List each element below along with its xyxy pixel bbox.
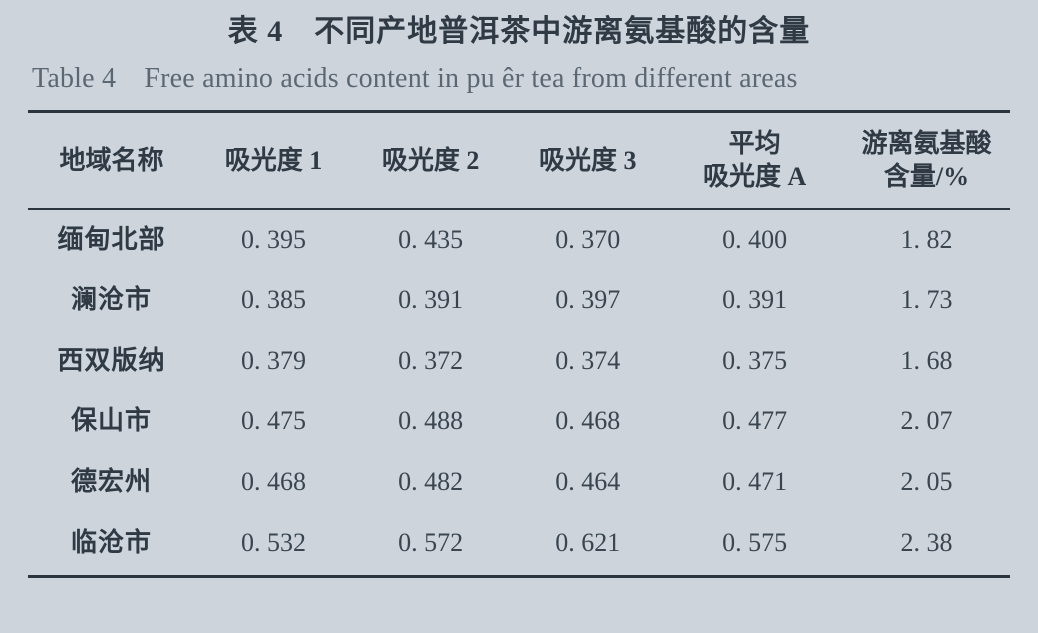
cell-name: 澜沧市 — [28, 270, 195, 331]
cell-a1: 0. 395 — [195, 209, 352, 271]
table-row: 德宏州 0. 468 0. 482 0. 464 0. 471 2. 05 — [28, 452, 1010, 513]
table-row: 西双版纳 0. 379 0. 372 0. 374 0. 375 1. 68 — [28, 331, 1010, 392]
cell-name: 西双版纳 — [28, 331, 195, 392]
cell-a1: 0. 379 — [195, 331, 352, 392]
table-header-row: 地域名称 吸光度 1 吸光度 2 吸光度 3 平均 吸光度 A 游离氨基酸 含量 — [28, 112, 1010, 209]
col-header-pct: 游离氨基酸 含量/% — [843, 112, 1010, 209]
cell-avg: 0. 477 — [666, 391, 843, 452]
cell-pct: 1. 68 — [843, 331, 1010, 392]
table-row: 缅甸北部 0. 395 0. 435 0. 370 0. 400 1. 82 — [28, 209, 1010, 271]
cell-pct: 1. 82 — [843, 209, 1010, 271]
col-header-label-sub: 吸光度 A — [670, 160, 839, 193]
cell-avg: 0. 375 — [666, 331, 843, 392]
title-cn: 表 4 不同产地普洱茶中游离氨基酸的含量 — [28, 6, 1010, 50]
table-row: 保山市 0. 475 0. 488 0. 468 0. 477 2. 07 — [28, 391, 1010, 452]
cell-a2: 0. 488 — [352, 391, 509, 452]
col-header-label-sub: 含量/% — [847, 160, 1006, 193]
cell-avg: 0. 575 — [666, 513, 843, 577]
col-header-label: 平均 — [729, 129, 781, 158]
cell-a2: 0. 391 — [352, 270, 509, 331]
cell-a3: 0. 621 — [509, 513, 666, 577]
cell-pct: 2. 07 — [843, 391, 1010, 452]
cell-a3: 0. 464 — [509, 452, 666, 513]
cell-pct: 2. 38 — [843, 513, 1010, 577]
data-table: 地域名称 吸光度 1 吸光度 2 吸光度 3 平均 吸光度 A 游离氨基酸 含量 — [28, 110, 1010, 578]
cell-name: 临沧市 — [28, 513, 195, 577]
col-header-name: 地域名称 — [28, 112, 195, 209]
cell-avg: 0. 391 — [666, 270, 843, 331]
cell-a3: 0. 374 — [509, 331, 666, 392]
cell-a3: 0. 370 — [509, 209, 666, 271]
cell-a2: 0. 572 — [352, 513, 509, 577]
cell-a1: 0. 475 — [195, 391, 352, 452]
cell-a1: 0. 385 — [195, 270, 352, 331]
col-header-label: 吸光度 3 — [539, 146, 637, 175]
cell-pct: 2. 05 — [843, 452, 1010, 513]
cell-a2: 0. 435 — [352, 209, 509, 271]
cell-a1: 0. 468 — [195, 452, 352, 513]
cell-a2: 0. 482 — [352, 452, 509, 513]
col-header-label: 吸光度 2 — [382, 146, 480, 175]
cell-avg: 0. 471 — [666, 452, 843, 513]
col-header-avg: 平均 吸光度 A — [666, 112, 843, 209]
cell-a3: 0. 397 — [509, 270, 666, 331]
cell-avg: 0. 400 — [666, 209, 843, 271]
col-header-label: 游离氨基酸 — [862, 129, 992, 158]
table-row: 澜沧市 0. 385 0. 391 0. 397 0. 391 1. 73 — [28, 270, 1010, 331]
col-header-label: 吸光度 1 — [225, 146, 323, 175]
cell-a1: 0. 532 — [195, 513, 352, 577]
cell-name: 保山市 — [28, 391, 195, 452]
cell-name: 缅甸北部 — [28, 209, 195, 271]
col-header-a1: 吸光度 1 — [195, 112, 352, 209]
table-body: 缅甸北部 0. 395 0. 435 0. 370 0. 400 1. 82 澜… — [28, 209, 1010, 577]
table-row: 临沧市 0. 532 0. 572 0. 621 0. 575 2. 38 — [28, 513, 1010, 577]
col-header-a3: 吸光度 3 — [509, 112, 666, 209]
col-header-a2: 吸光度 2 — [352, 112, 509, 209]
cell-name: 德宏州 — [28, 452, 195, 513]
title-en: Table 4 Free amino acids content in pu ê… — [32, 56, 1010, 96]
cell-pct: 1. 73 — [843, 270, 1010, 331]
table-figure: 表 4 不同产地普洱茶中游离氨基酸的含量 Table 4 Free amino … — [0, 0, 1038, 586]
col-header-label: 地域名称 — [59, 146, 163, 175]
cell-a3: 0. 468 — [509, 391, 666, 452]
cell-a2: 0. 372 — [352, 331, 509, 392]
